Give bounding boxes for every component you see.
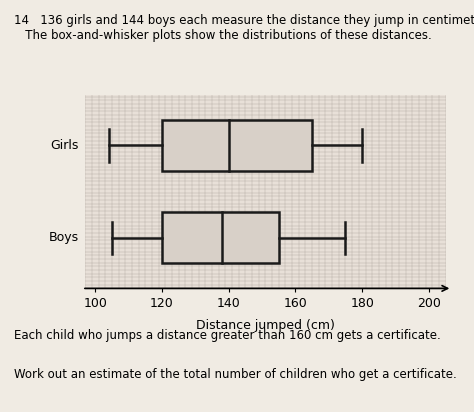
FancyBboxPatch shape <box>162 120 312 171</box>
Text: 14   136 girls and 144 boys each measure the distance they jump in centimetres.
: 14 136 girls and 144 boys each measure t… <box>14 14 474 42</box>
Text: Work out an estimate of the total number of children who get a certificate.: Work out an estimate of the total number… <box>14 368 457 381</box>
Text: Boys: Boys <box>48 231 79 244</box>
X-axis label: Distance jumped (cm): Distance jumped (cm) <box>196 319 335 332</box>
Text: Girls: Girls <box>50 139 79 152</box>
FancyBboxPatch shape <box>162 212 279 263</box>
Text: Each child who jumps a distance greater than 160 cm gets a certificate.: Each child who jumps a distance greater … <box>14 329 441 342</box>
